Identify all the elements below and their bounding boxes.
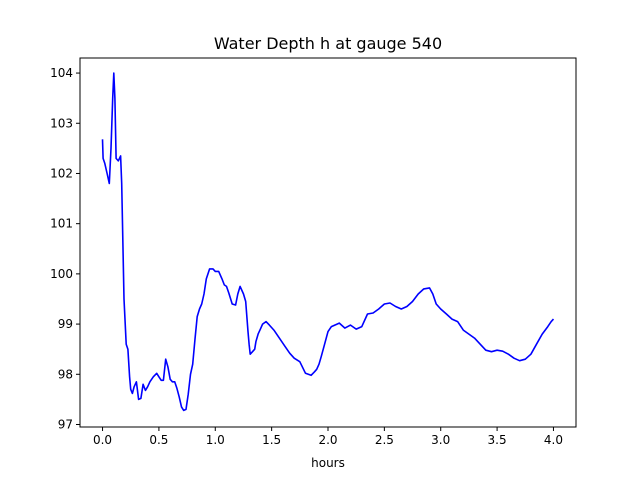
y-axis: 97 98 99 100 101 102 103 104 — [50, 66, 80, 431]
y-tick-label: 100 — [50, 267, 73, 281]
x-axis-label: hours — [311, 456, 345, 470]
y-tick-label: 99 — [58, 317, 73, 331]
y-tick-label: 101 — [50, 217, 73, 231]
x-tick-label: 4.0 — [544, 433, 563, 447]
x-tick-label: 1.5 — [262, 433, 281, 447]
x-tick-label: 3.0 — [431, 433, 450, 447]
x-tick-label: 1.0 — [206, 433, 225, 447]
y-tick-label: 98 — [58, 367, 73, 381]
x-axis: 0.0 0.5 1.0 1.5 2.0 2.5 3.0 3.5 4.0 — [93, 427, 563, 447]
y-tick-label: 102 — [50, 166, 73, 180]
x-tick-label: 0.5 — [149, 433, 168, 447]
y-tick-label: 104 — [50, 66, 73, 80]
x-tick-label: 2.5 — [375, 433, 394, 447]
chart-title: Water Depth h at gauge 540 — [214, 34, 442, 53]
series-line-0 — [101, 72, 555, 412]
y-tick-label: 97 — [58, 417, 73, 431]
x-tick-label: 3.5 — [488, 433, 507, 447]
plot-area — [101, 72, 555, 412]
x-tick-label: 0.0 — [93, 433, 112, 447]
x-tick-label: 2.0 — [318, 433, 337, 447]
y-tick-label: 103 — [50, 116, 73, 130]
